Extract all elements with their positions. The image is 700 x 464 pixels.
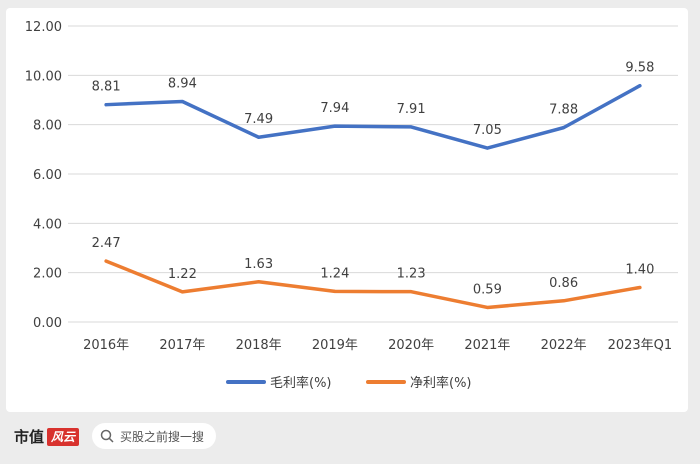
y-tick-label: 2.00 <box>33 267 62 282</box>
data-label: 7.88 <box>549 103 578 118</box>
search-placeholder: 买股之前搜一搜 <box>120 429 205 444</box>
data-label: 1.22 <box>168 267 197 282</box>
chart-card: 0.00 2.00 4.00 6.00 8.00 10.00 12.00 2016年 2017… <box>6 8 688 412</box>
data-label: 8.94 <box>168 76 197 91</box>
data-label: 1.24 <box>320 266 349 281</box>
data-label: 0.59 <box>473 282 502 297</box>
x-tick-label: 2017年 <box>159 338 205 353</box>
x-axis-ticks: 2016年 2017年 2018年 2019年 2020年 2021年 2022年 2023年… <box>83 338 672 353</box>
line-chart: 0.00 2.00 4.00 6.00 8.00 10.00 12.00 2016年 2017… <box>25 20 678 391</box>
data-point <box>562 126 566 130</box>
data-label: 8.81 <box>92 80 121 95</box>
data-point <box>638 285 642 289</box>
search-box[interactable]: 买股之前搜一搜 <box>92 423 216 449</box>
data-point <box>180 99 184 103</box>
data-label: 7.91 <box>397 102 426 117</box>
y-tick-label: 8.00 <box>33 119 62 134</box>
data-label: 7.05 <box>473 123 502 138</box>
data-point <box>104 103 108 107</box>
data-point <box>562 299 566 303</box>
data-point <box>409 290 413 294</box>
data-point <box>180 290 184 294</box>
y-tick-label: 10.00 <box>25 69 62 84</box>
x-tick-label: 2018年 <box>236 338 282 353</box>
data-point <box>257 135 261 139</box>
data-label: 9.58 <box>625 61 654 76</box>
data-point <box>485 305 489 309</box>
gridlines <box>68 25 678 323</box>
data-labels: 8.81 8.94 7.49 7.94 7.91 7.05 7.88 9.58 2.47 1.22… <box>92 61 655 298</box>
data-point <box>333 289 337 293</box>
y-tick-label: 6.00 <box>33 168 62 183</box>
brand-logo: 市值 风云 <box>14 426 80 447</box>
data-label: 7.94 <box>320 101 349 116</box>
data-point <box>409 125 413 129</box>
y-tick-label: 4.00 <box>33 217 62 232</box>
data-point <box>257 280 261 284</box>
data-label: 0.86 <box>549 276 578 291</box>
x-tick-label: 2022年 <box>541 338 587 353</box>
data-label: 1.23 <box>397 267 426 282</box>
x-tick-label: 2016年 <box>83 338 129 353</box>
data-point <box>104 259 108 263</box>
series-line-2 <box>104 259 642 310</box>
data-label: 1.63 <box>244 257 273 272</box>
y-axis-ticks: 0.00 2.00 4.00 6.00 8.00 10.00 12.00 <box>25 20 62 331</box>
data-point <box>638 84 642 88</box>
legend: 毛利率(%) 净利率(%) <box>226 375 472 391</box>
data-point <box>485 146 489 150</box>
series-line-1 <box>104 83 642 150</box>
x-tick-label: 2019年 <box>312 338 358 353</box>
data-point <box>333 124 337 128</box>
footer-bar: 市值 风云 买股之前搜一搜 <box>0 416 700 456</box>
legend-label: 净利率(%) <box>410 375 472 391</box>
legend-label: 毛利率(%) <box>270 375 332 391</box>
series-lines <box>104 83 642 310</box>
x-tick-label: 2020年 <box>388 338 434 353</box>
brand-logo-badge: 风云 <box>47 427 80 446</box>
y-tick-label: 0.00 <box>33 316 62 331</box>
data-label: 2.47 <box>92 236 121 251</box>
data-label: 7.49 <box>244 112 273 127</box>
x-tick-label: 2023年Q1 <box>608 338 673 353</box>
brand-name: 市值 <box>14 428 45 446</box>
x-tick-label: 2021年 <box>464 338 510 353</box>
y-tick-label: 12.00 <box>25 20 62 35</box>
search-icon <box>100 429 114 443</box>
data-label: 1.40 <box>625 262 654 277</box>
